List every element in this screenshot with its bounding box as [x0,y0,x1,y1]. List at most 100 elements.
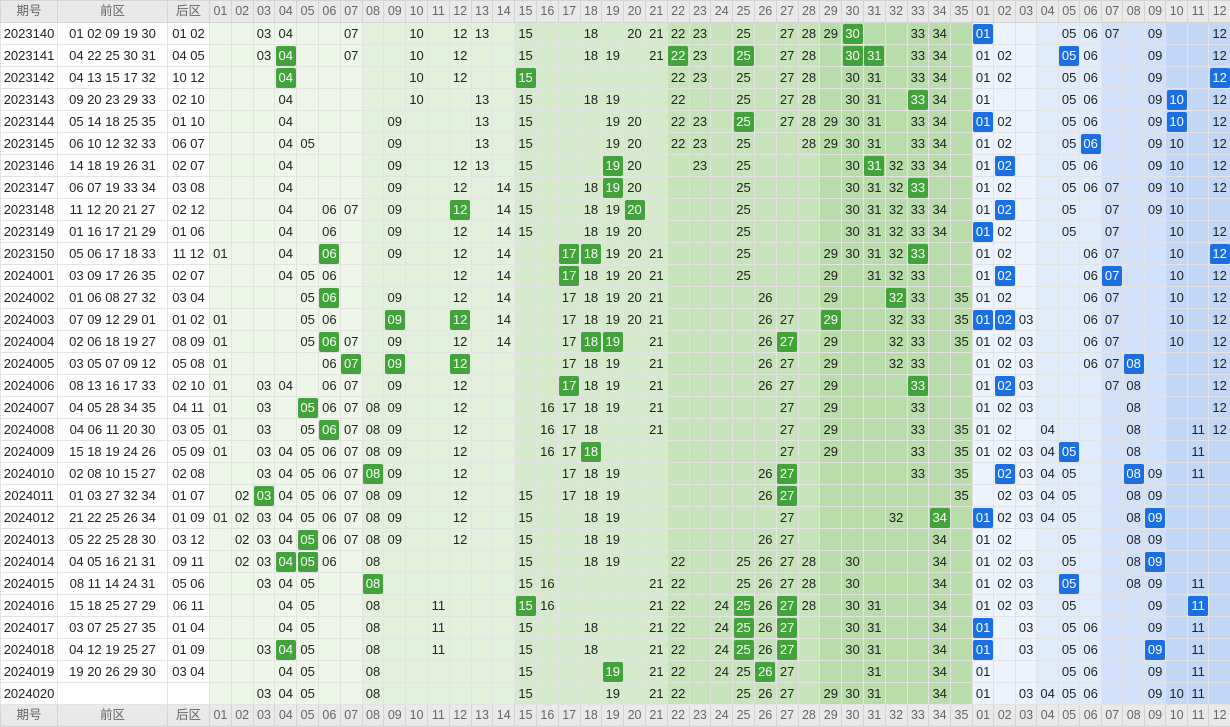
front-empty-cell [645,177,667,199]
front-empty-cell [820,551,842,573]
back-number-cell: 03 [1015,331,1037,353]
front-empty-cell [885,551,907,573]
front-empty-cell [820,463,842,485]
back-number-cell: 02 [994,177,1016,199]
front-number-cell: 19 [602,309,624,331]
back-hit-mark: 02 [995,310,1015,330]
back-number-cell: 01 [972,441,994,463]
front-number-cell: 05 [297,331,319,353]
front-number-cell: 32 [885,353,907,375]
back-number-cell: 05 [1058,177,1080,199]
back-empty-cell [1037,89,1059,111]
back-empty-cell [1166,573,1188,595]
back-number-cell: 03 [1015,573,1037,595]
front-empty-cell [558,595,580,617]
back-number-cell: 07 [1101,331,1123,353]
front-empty-cell [820,639,842,661]
back-number-cell: 03 [1015,507,1037,529]
back-draw-numbers: 01 07 [168,485,210,507]
front-number-cell: 05 [297,287,319,309]
front-empty-cell [406,133,428,155]
front-col-header: 23 [689,705,711,727]
front-empty-cell [711,265,733,287]
front-number-cell: 15 [515,661,537,683]
front-empty-cell [602,595,624,617]
front-hit-cell: 04 [275,67,297,89]
front-number-cell: 15 [515,221,537,243]
back-empty-cell [1144,441,1166,463]
back-empty-cell [1058,287,1080,309]
front-number-cell: 20 [624,23,646,45]
front-number-cell: 14 [493,199,515,221]
front-col-header: 31 [863,1,885,23]
back-empty-cell [1037,67,1059,89]
back-number-cell: 10 [1166,683,1188,705]
back-col-header: 01 [972,705,994,727]
front-empty-cell [624,419,646,441]
front-hit-mark: 18 [581,332,601,352]
front-empty-cell [885,529,907,551]
back-empty-cell [1037,111,1059,133]
front-empty-cell [863,331,885,353]
back-number-cell: 03 [1015,485,1037,507]
front-number-cell: 29 [820,353,842,375]
front-empty-cell [515,397,537,419]
back-hit-cell: 01 [972,617,994,639]
front-number-cell: 09 [384,133,406,155]
front-empty-cell [798,221,820,243]
back-number-cell: 09 [1144,617,1166,639]
back-empty-cell [1080,551,1102,573]
front-col-header: 01 [210,1,232,23]
back-empty-cell [1187,155,1209,177]
front-empty-cell [406,221,428,243]
front-number-cell: 26 [754,353,776,375]
front-empty-cell [667,485,689,507]
back-empty-cell [1037,353,1059,375]
front-empty-cell [711,243,733,265]
front-number-cell: 10 [406,67,428,89]
front-empty-cell [471,463,493,485]
issue-number: 2024009 [1,441,58,463]
front-number-cell: 31 [863,617,885,639]
front-number-cell: 31 [863,595,885,617]
back-number-cell: 01 [972,67,994,89]
front-number-cell: 04 [275,111,297,133]
front-empty-cell [863,551,885,573]
front-number-cell: 19 [602,529,624,551]
front-empty-cell [427,397,449,419]
back-number-cell: 05 [1058,507,1080,529]
back-empty-cell [1166,45,1188,67]
front-empty-cell [297,177,319,199]
back-hit-mark: 01 [973,640,993,660]
front-number-cell: 32 [885,199,907,221]
back-number-cell: 01 [972,683,994,705]
front-number-cell: 18 [580,177,602,199]
front-draw-numbers: 11 12 20 21 27 [58,199,168,221]
front-empty-cell [253,265,275,287]
front-empty-cell [667,199,689,221]
back-number-cell: 10 [1166,309,1188,331]
back-number-cell: 08 [1123,529,1145,551]
back-draw-numbers: 02 12 [168,199,210,221]
front-empty-cell [275,309,297,331]
front-number-cell: 22 [667,683,689,705]
front-number-cell: 16 [536,397,558,419]
front-number-cell: 15 [515,617,537,639]
front-number-cell: 27 [776,661,798,683]
back-number-cell: 07 [1101,375,1123,397]
front-number-cell: 05 [297,133,319,155]
front-empty-cell [231,89,253,111]
front-empty-cell [754,177,776,199]
front-empty-cell [929,375,951,397]
front-empty-cell [558,177,580,199]
front-number-cell: 20 [624,155,646,177]
front-col-header: 09 [384,705,406,727]
front-number-cell: 21 [645,353,667,375]
front-number-cell: 30 [842,639,864,661]
front-empty-cell [863,463,885,485]
back-number-cell: 09 [1144,199,1166,221]
back-number-cell: 11 [1187,617,1209,639]
front-empty-cell [471,529,493,551]
front-empty-cell [406,287,428,309]
front-empty-cell [210,529,232,551]
